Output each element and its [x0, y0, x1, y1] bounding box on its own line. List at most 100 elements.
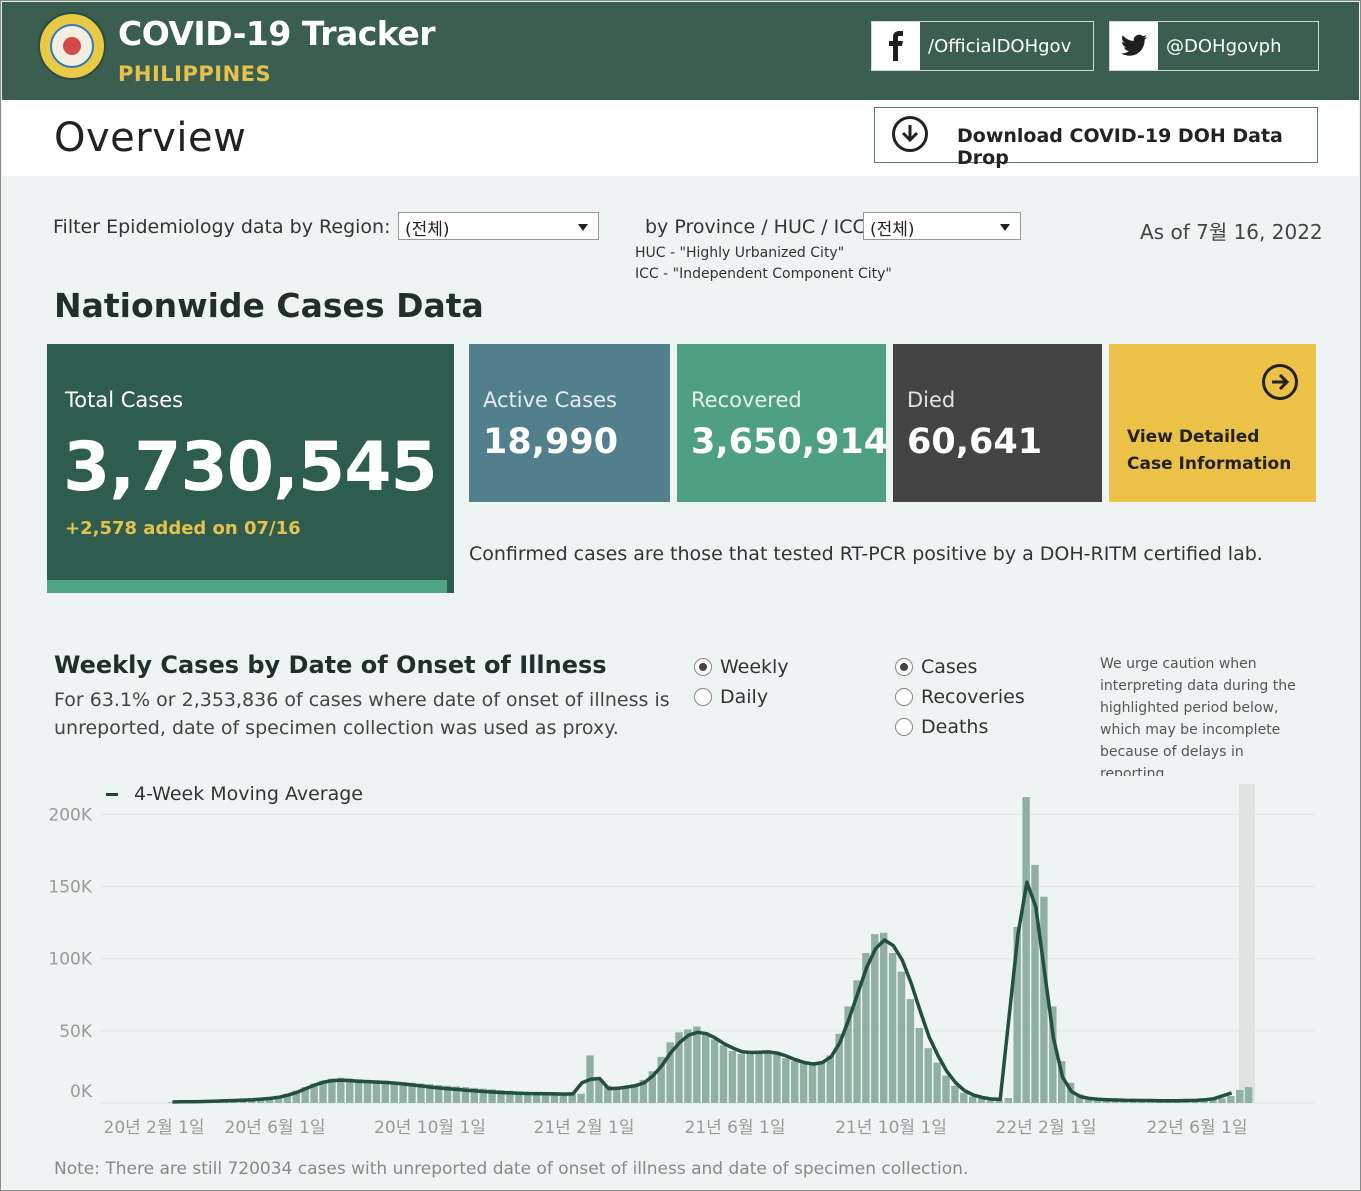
chart-footnote: Note: There are still 720034 cases with …	[54, 1159, 969, 1179]
total-cases-accent-strip	[47, 580, 447, 593]
bar	[541, 1092, 550, 1103]
bar	[969, 1096, 977, 1103]
bar	[666, 1042, 674, 1103]
facebook-handle: /OfficialDOHgov	[928, 35, 1072, 57]
bar	[488, 1089, 496, 1103]
bar	[346, 1078, 354, 1103]
bar	[1049, 1006, 1057, 1103]
bar	[470, 1087, 478, 1103]
facebook-link[interactable]: /OfficialDOHgov	[871, 21, 1094, 71]
bar	[915, 1027, 923, 1103]
radio-daily[interactable]: Daily	[694, 686, 768, 708]
weekly-chart-title: Weekly Cases by Date of Onset of Illness	[54, 651, 607, 679]
moving-average-line	[172, 880, 1233, 1104]
region-select[interactable]: (전체)	[398, 212, 599, 240]
bar	[1209, 1099, 1217, 1103]
confirmed-cases-note: Confirmed cases are those that tested RT…	[469, 543, 1263, 565]
total-cases-added: +2,578 added on 07/16	[65, 518, 301, 539]
x-tick-label: 20년 6월 1일	[225, 1118, 326, 1138]
radio-dot-icon	[694, 658, 712, 676]
bar	[497, 1090, 505, 1103]
bar	[1084, 1097, 1093, 1103]
facebook-icon	[872, 22, 920, 70]
province-select[interactable]: (전체)	[863, 212, 1021, 240]
y-tick-label: 0K	[70, 1082, 93, 1102]
bar	[274, 1095, 283, 1103]
province-select-value: (전체)	[870, 220, 915, 240]
y-tick-label: 50K	[59, 1022, 93, 1042]
bar	[283, 1093, 292, 1103]
total-cases-card: Total Cases 3,730,545 +2,578 added on 07…	[47, 344, 454, 593]
bar	[426, 1084, 434, 1103]
bar	[764, 1051, 772, 1103]
active-cases-value: 18,990	[483, 422, 619, 462]
weekly-chart-subtitle: For 63.1% or 2,353,836 of cases where da…	[54, 689, 670, 739]
bar	[986, 1100, 995, 1103]
total-cases-label: Total Cases	[65, 388, 184, 412]
x-tick-label: 22년 2월 1일	[996, 1118, 1097, 1138]
radio-dot-icon	[895, 658, 913, 676]
bar	[292, 1090, 300, 1103]
bar	[755, 1051, 763, 1103]
radio-recoveries[interactable]: Recoveries	[895, 686, 1025, 708]
x-tick-label: 21년 2월 1일	[534, 1118, 635, 1138]
bar	[799, 1063, 808, 1103]
twitter-handle: @DOHgovph	[1166, 35, 1282, 57]
radio-weekly[interactable]: Weekly	[694, 656, 789, 678]
bar	[1022, 797, 1030, 1103]
bar	[773, 1053, 781, 1103]
bar	[524, 1092, 532, 1103]
twitter-link[interactable]: @DOHgovph	[1109, 21, 1319, 71]
bar	[532, 1092, 541, 1103]
bar	[951, 1085, 959, 1103]
bar	[942, 1075, 950, 1103]
bar	[595, 1079, 603, 1103]
twitter-icon	[1110, 22, 1158, 70]
page-title: Overview	[54, 115, 247, 161]
view-detailed-label: View Detailed Case Information	[1127, 427, 1292, 474]
x-tick-label: 20년 2월 1일	[104, 1118, 205, 1138]
radio-deaths[interactable]: Deaths	[895, 716, 988, 738]
bar	[604, 1085, 612, 1103]
bar	[381, 1080, 389, 1103]
died-value: 60,641	[907, 422, 1043, 462]
bar	[1013, 926, 1021, 1103]
active-cases-label: Active Cases	[483, 388, 617, 412]
app-title: COVID-19 Tracker	[118, 14, 436, 53]
y-tick-label: 100K	[48, 950, 92, 970]
bar	[1004, 1097, 1012, 1103]
bar	[746, 1052, 754, 1103]
y-tick-label: 200K	[48, 805, 92, 825]
bar	[719, 1045, 728, 1103]
bar	[782, 1058, 790, 1103]
legend-label: 4-Week Moving Average	[134, 783, 363, 805]
bar	[710, 1039, 719, 1103]
bar	[657, 1056, 665, 1103]
recovered-value: 3,650,914	[691, 422, 889, 462]
bar	[888, 952, 897, 1103]
caution-note: We urge caution when interpreting data d…	[1100, 656, 1296, 776]
radio-cases[interactable]: Cases	[895, 656, 977, 678]
view-detailed-case-button[interactable]: View Detailed Case Information	[1109, 344, 1316, 502]
chart-legend: 4-Week Moving Average	[106, 783, 363, 805]
as-of-date: As of 7월 16, 2022	[1140, 220, 1323, 244]
bar	[577, 1093, 585, 1103]
bar	[933, 1062, 941, 1103]
icc-note: ICC - "Independent Component City"	[635, 266, 892, 281]
bar	[924, 1048, 932, 1103]
bar	[693, 1026, 701, 1103]
bar	[897, 971, 906, 1103]
bar	[417, 1083, 425, 1103]
bar	[737, 1053, 745, 1103]
bar	[559, 1093, 567, 1103]
download-data-drop-button[interactable]: Download COVID-19 DOH Data Drop	[874, 107, 1318, 169]
died-label: Died	[907, 388, 956, 412]
bar	[791, 1061, 799, 1103]
bar	[995, 1100, 1004, 1103]
bar	[702, 1032, 710, 1103]
legend-line-swatch	[106, 792, 118, 796]
bar	[443, 1085, 452, 1103]
bar	[550, 1093, 559, 1103]
download-arrow-icon	[892, 116, 928, 152]
bar	[399, 1082, 407, 1103]
